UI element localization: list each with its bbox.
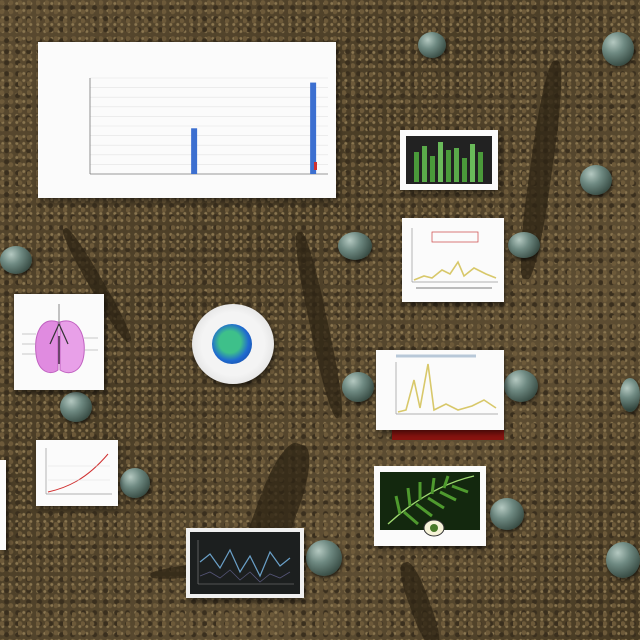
- pebble-icon: [418, 32, 446, 58]
- leaf-photo-card: [374, 466, 486, 546]
- bar: [191, 128, 198, 174]
- spectrum-line-chart: [395, 354, 498, 415]
- pebble-icon: [60, 392, 92, 422]
- soil-crack: [290, 230, 348, 420]
- peak-line-chart: [411, 228, 498, 289]
- growth-line-chart: [45, 448, 112, 495]
- pebble-icon: [0, 246, 32, 274]
- pebble-icon: [508, 232, 540, 258]
- pebble-icon: [580, 165, 612, 195]
- green-bar-chart: [406, 136, 492, 184]
- pebble-icon: [490, 498, 524, 530]
- red-marker: [314, 162, 317, 170]
- waveform-card: [186, 528, 304, 598]
- peak-chart-card: [402, 218, 504, 302]
- main-chart-card: [38, 42, 336, 198]
- partial-card: [0, 460, 6, 550]
- growth-chart-card: [36, 440, 118, 506]
- pebble-icon: [120, 468, 150, 498]
- pebble-icon: [306, 540, 342, 576]
- waveform-chart: [197, 540, 294, 585]
- bar: [310, 82, 317, 174]
- pebble-icon: [338, 232, 372, 260]
- eye-emblem-icon: [192, 304, 274, 384]
- pebble-icon: [606, 542, 640, 578]
- green-bar-chart-card: [400, 130, 498, 190]
- bar-chart: [89, 77, 328, 175]
- pebble-icon: [620, 378, 640, 412]
- eye-iris: [212, 324, 252, 364]
- lung-diagram-icon: [22, 304, 98, 374]
- fern-leaf-icon: [380, 472, 480, 537]
- soil-crack: [395, 559, 445, 640]
- spectrum-chart-card: [376, 350, 504, 430]
- pebble-icon: [342, 372, 374, 402]
- pebble-icon: [602, 32, 634, 66]
- pebble-icon: [504, 370, 538, 402]
- lung-diagram-card: [14, 294, 104, 390]
